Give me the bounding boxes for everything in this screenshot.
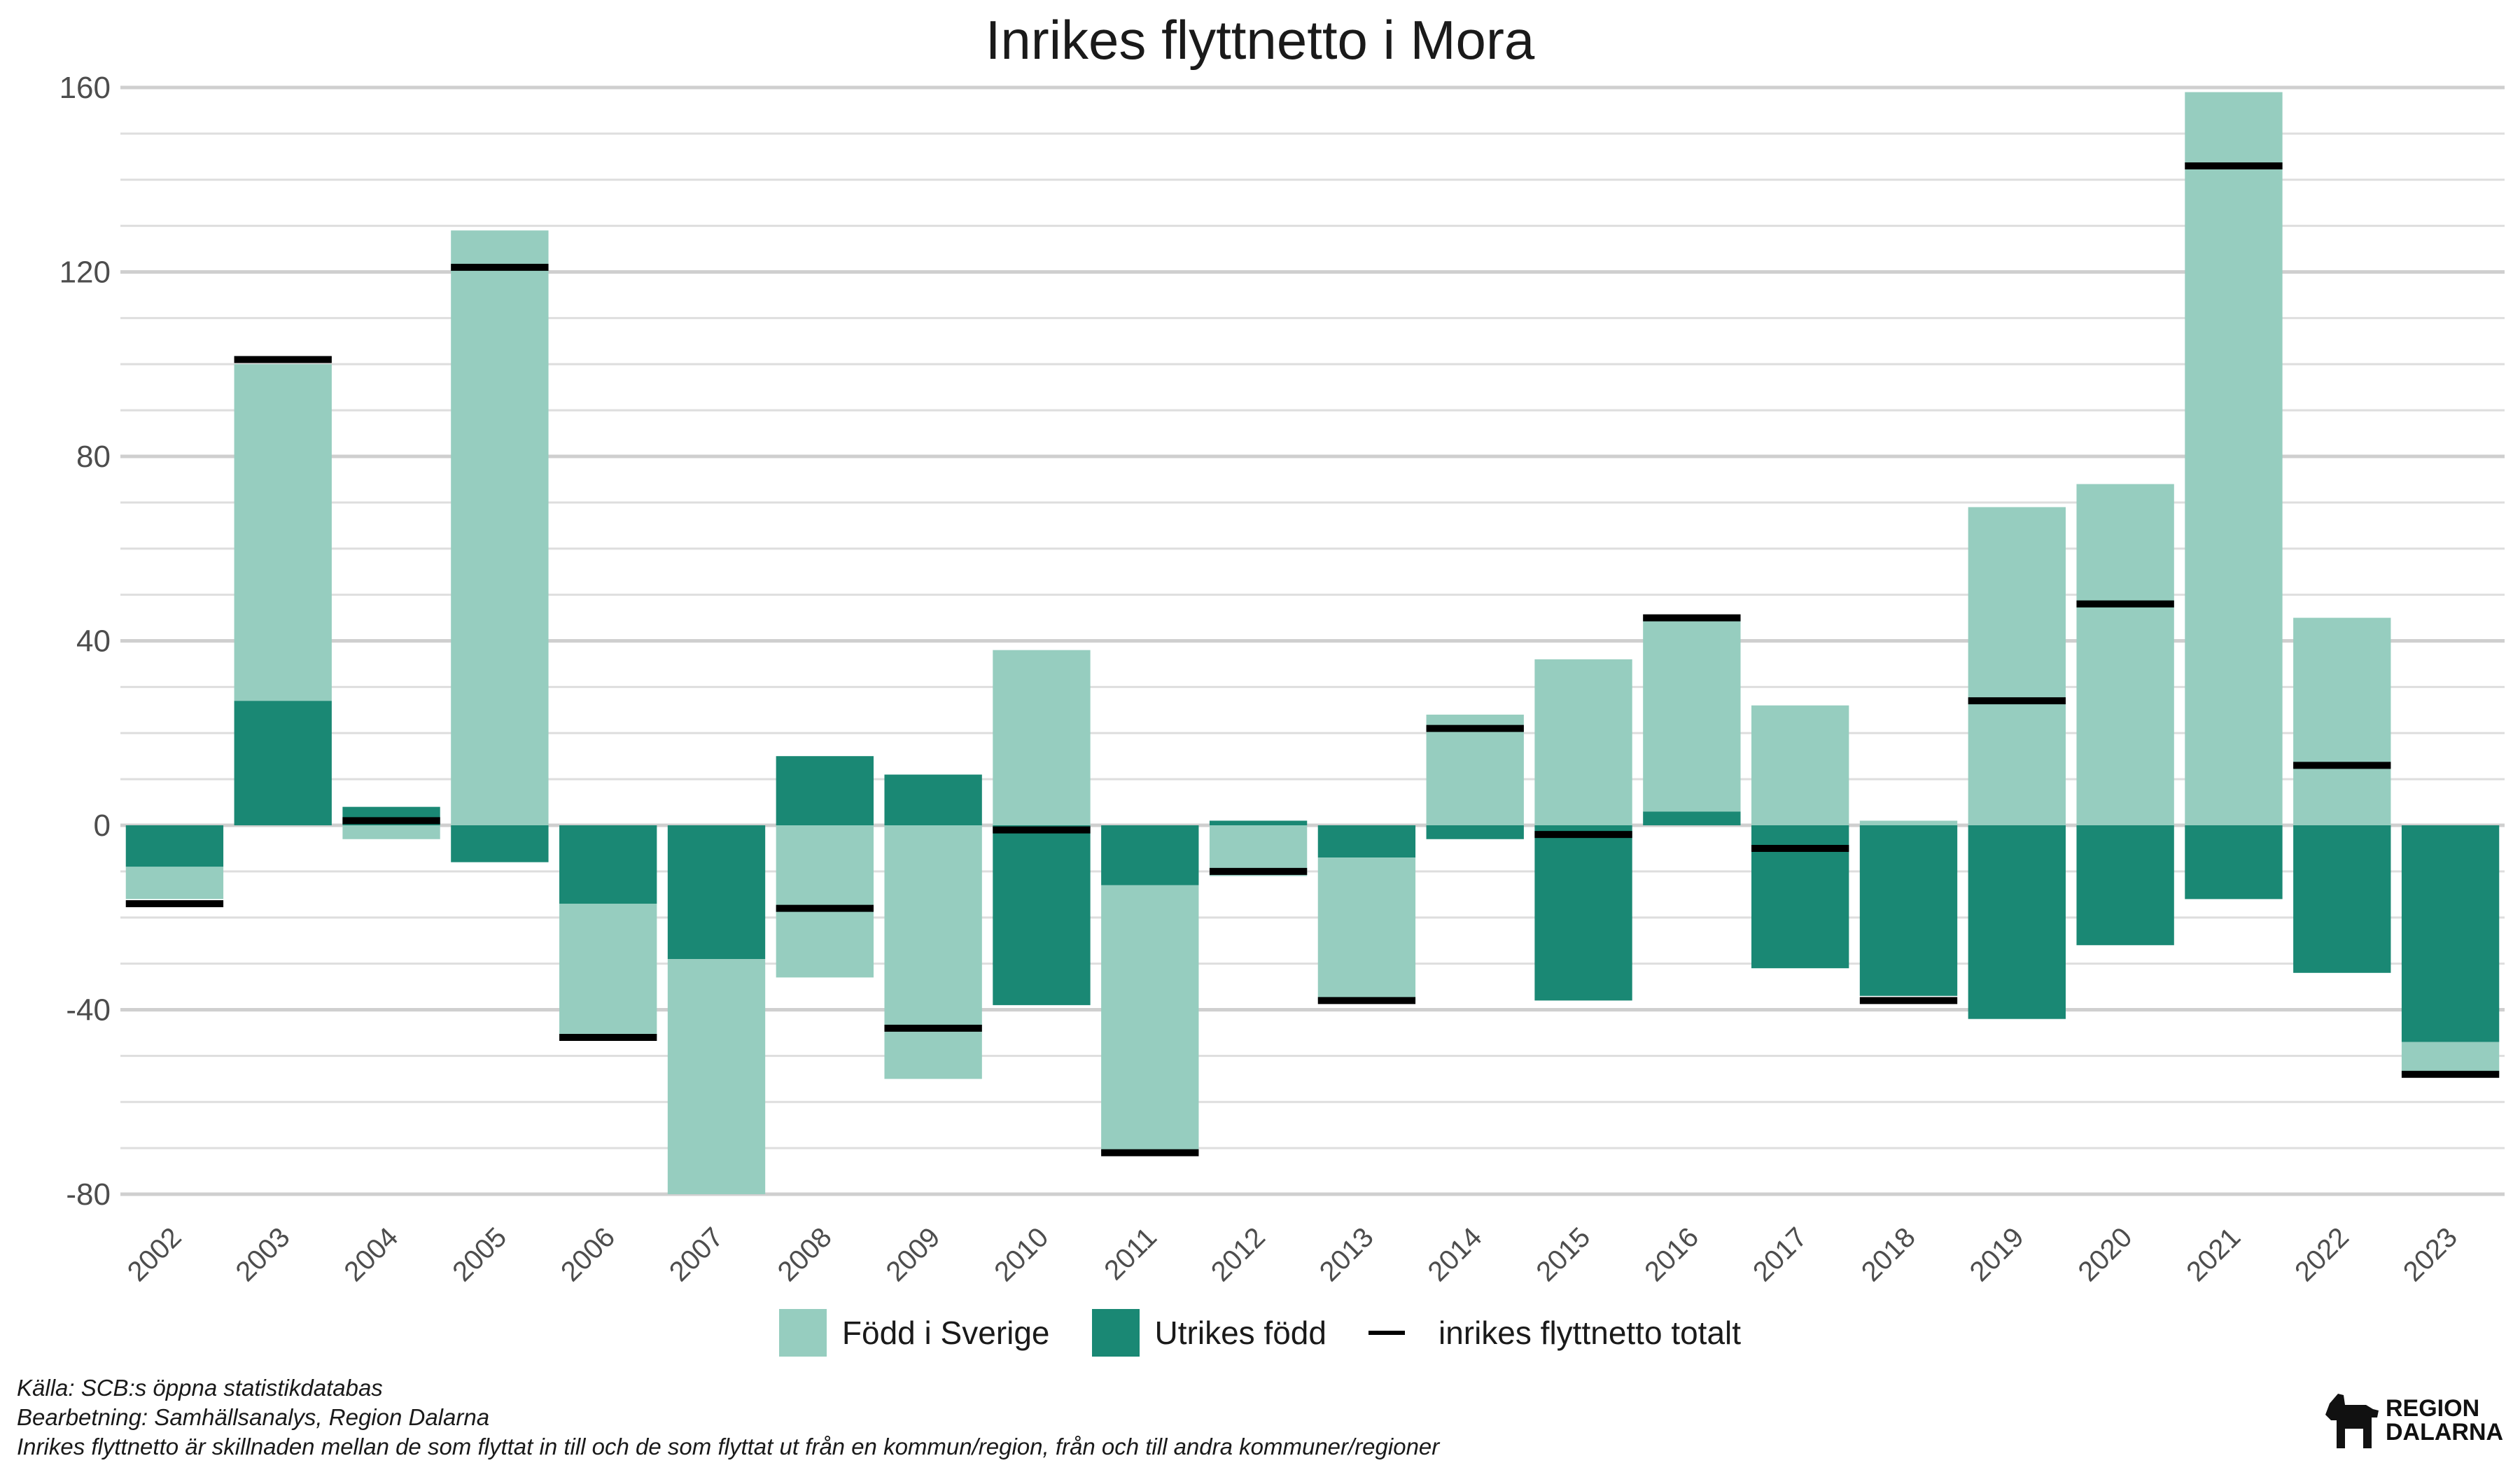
captions: Källa: SCB:s öppna statistikdatabas Bear…	[17, 1373, 1439, 1462]
legend-swatch-utrikes	[1091, 1309, 1140, 1357]
bar-fodd	[1317, 858, 1416, 1001]
x-tick-label: 2019	[1964, 1222, 2030, 1287]
bar-utrikes	[884, 774, 982, 825]
bar-fodd	[2185, 92, 2283, 825]
x-tick-label: 2008	[772, 1222, 838, 1287]
bar-fodd	[2076, 484, 2174, 825]
y-tick-label: 40	[76, 624, 111, 659]
bar-utrikes	[234, 701, 332, 825]
bar-fodd	[1426, 714, 1524, 825]
bar-utrikes	[1317, 825, 1416, 858]
x-tick-label: 2015	[1530, 1222, 1596, 1287]
bar-utrikes	[2076, 825, 2174, 946]
x-tick-label: 2017	[1747, 1222, 1813, 1287]
bar-utrikes	[1859, 825, 1958, 996]
legend-item-fodd: Född i Sverige	[778, 1309, 1050, 1357]
bar-fodd	[1643, 617, 1741, 812]
bar-utrikes	[1101, 825, 1199, 886]
y-tick-label: 160	[59, 71, 111, 105]
bar-utrikes	[776, 756, 874, 825]
legend-item-totalt: inrikes flyttnetto totalt	[1368, 1314, 1741, 1352]
x-tick-label: 2011	[1098, 1222, 1163, 1286]
bar-utrikes	[2293, 825, 2391, 973]
bar-utrikes	[451, 825, 549, 862]
bar-fodd	[234, 364, 332, 701]
x-tick-label: 2007	[664, 1222, 729, 1287]
bar-fodd	[1534, 659, 1632, 825]
y-tick-label: -40	[66, 993, 111, 1028]
y-tick-label: 80	[76, 440, 111, 474]
bar-utrikes	[2185, 825, 2283, 899]
bar-utrikes	[1968, 825, 2066, 1019]
bar-utrikes	[125, 825, 224, 867]
bar-fodd	[125, 867, 224, 899]
y-tick-label: 120	[59, 255, 111, 290]
bar-utrikes	[2401, 825, 2500, 1042]
legend-line-totalt	[1368, 1331, 1405, 1335]
x-tick-label: 2014	[1422, 1222, 1488, 1287]
bar-utrikes	[1209, 820, 1308, 825]
bar-fodd	[451, 230, 549, 825]
caption-source: Källa: SCB:s öppna statistikdatabas	[17, 1375, 383, 1401]
legend-swatch-fodd	[778, 1309, 827, 1357]
bar-fodd	[1968, 507, 2066, 825]
dalahorse-icon	[2325, 1394, 2379, 1448]
legend-label-totalt: inrikes flyttnetto totalt	[1438, 1315, 1742, 1351]
x-tick-label: 2003	[230, 1222, 296, 1287]
bar-utrikes	[1426, 825, 1524, 839]
x-tick-label: 2012	[1205, 1222, 1271, 1287]
logo-line2: DALARNA	[2386, 1419, 2504, 1446]
bar-fodd	[776, 825, 874, 978]
x-tick-label: 2020	[2072, 1222, 2138, 1287]
x-tick-label: 2005	[447, 1222, 512, 1287]
x-tick-label: 2004	[338, 1222, 404, 1287]
x-tick-label: 2013	[1314, 1222, 1380, 1287]
logo-line1: REGION	[2386, 1395, 2480, 1422]
x-tick-label: 2016	[1639, 1222, 1704, 1287]
x-tick-label: 2010	[988, 1222, 1054, 1287]
region-dalarna-logo: REGION DALARNA	[2323, 1390, 2503, 1451]
bar-fodd	[1751, 705, 1849, 825]
bar-fodd	[1859, 820, 1958, 825]
legend-label-fodd: Född i Sverige	[841, 1315, 1050, 1351]
bar-utrikes	[667, 825, 766, 960]
bar-utrikes	[559, 825, 657, 904]
caption-processing: Bearbetning: Samhällsanalys, Region Dala…	[17, 1404, 490, 1430]
caption-definition: Inrikes flyttnetto är skillnaden mellan …	[17, 1434, 1440, 1460]
bar-fodd	[993, 650, 1091, 825]
bar-fodd	[1101, 885, 1199, 1153]
y-tick-label: 0	[94, 808, 111, 843]
chart-title: Inrikes flyttnetto i Mora	[985, 9, 1535, 71]
bar-utrikes	[993, 825, 1091, 1005]
x-tick-label: 2002	[122, 1222, 188, 1287]
chart-plot: 160 120 80 40 0 -40 -80 2002 2003 2004 2005 2006 200…	[59, 71, 2505, 1287]
bar-fodd	[2401, 1042, 2500, 1074]
x-tick-label: 2009	[880, 1222, 946, 1287]
bar-fodd	[1209, 825, 1308, 876]
bar-fodd	[667, 959, 766, 1194]
y-tick-label: -80	[66, 1177, 111, 1212]
bar-fodd	[342, 825, 440, 839]
bar-utrikes	[1534, 825, 1632, 1001]
bar-fodd	[559, 903, 657, 1038]
x-tick-label: 2023	[2398, 1222, 2463, 1287]
bar-fodd	[2293, 617, 2391, 825]
logo-text: REGION DALARNA	[2386, 1396, 2503, 1444]
bar-utrikes	[1643, 811, 1741, 825]
legend: Född i Sverige Utrikes född inrikes flyt…	[0, 1309, 2520, 1357]
x-tick-label: 2006	[555, 1222, 621, 1287]
x-tick-label: 2022	[2289, 1222, 2355, 1287]
x-tick-label: 2021	[2180, 1222, 2246, 1287]
legend-item-utrikes: Utrikes född	[1091, 1309, 1326, 1357]
legend-label-utrikes: Utrikes född	[1154, 1315, 1326, 1351]
x-tick-label: 2018	[1856, 1222, 1921, 1287]
bar-fodd	[884, 825, 982, 1079]
